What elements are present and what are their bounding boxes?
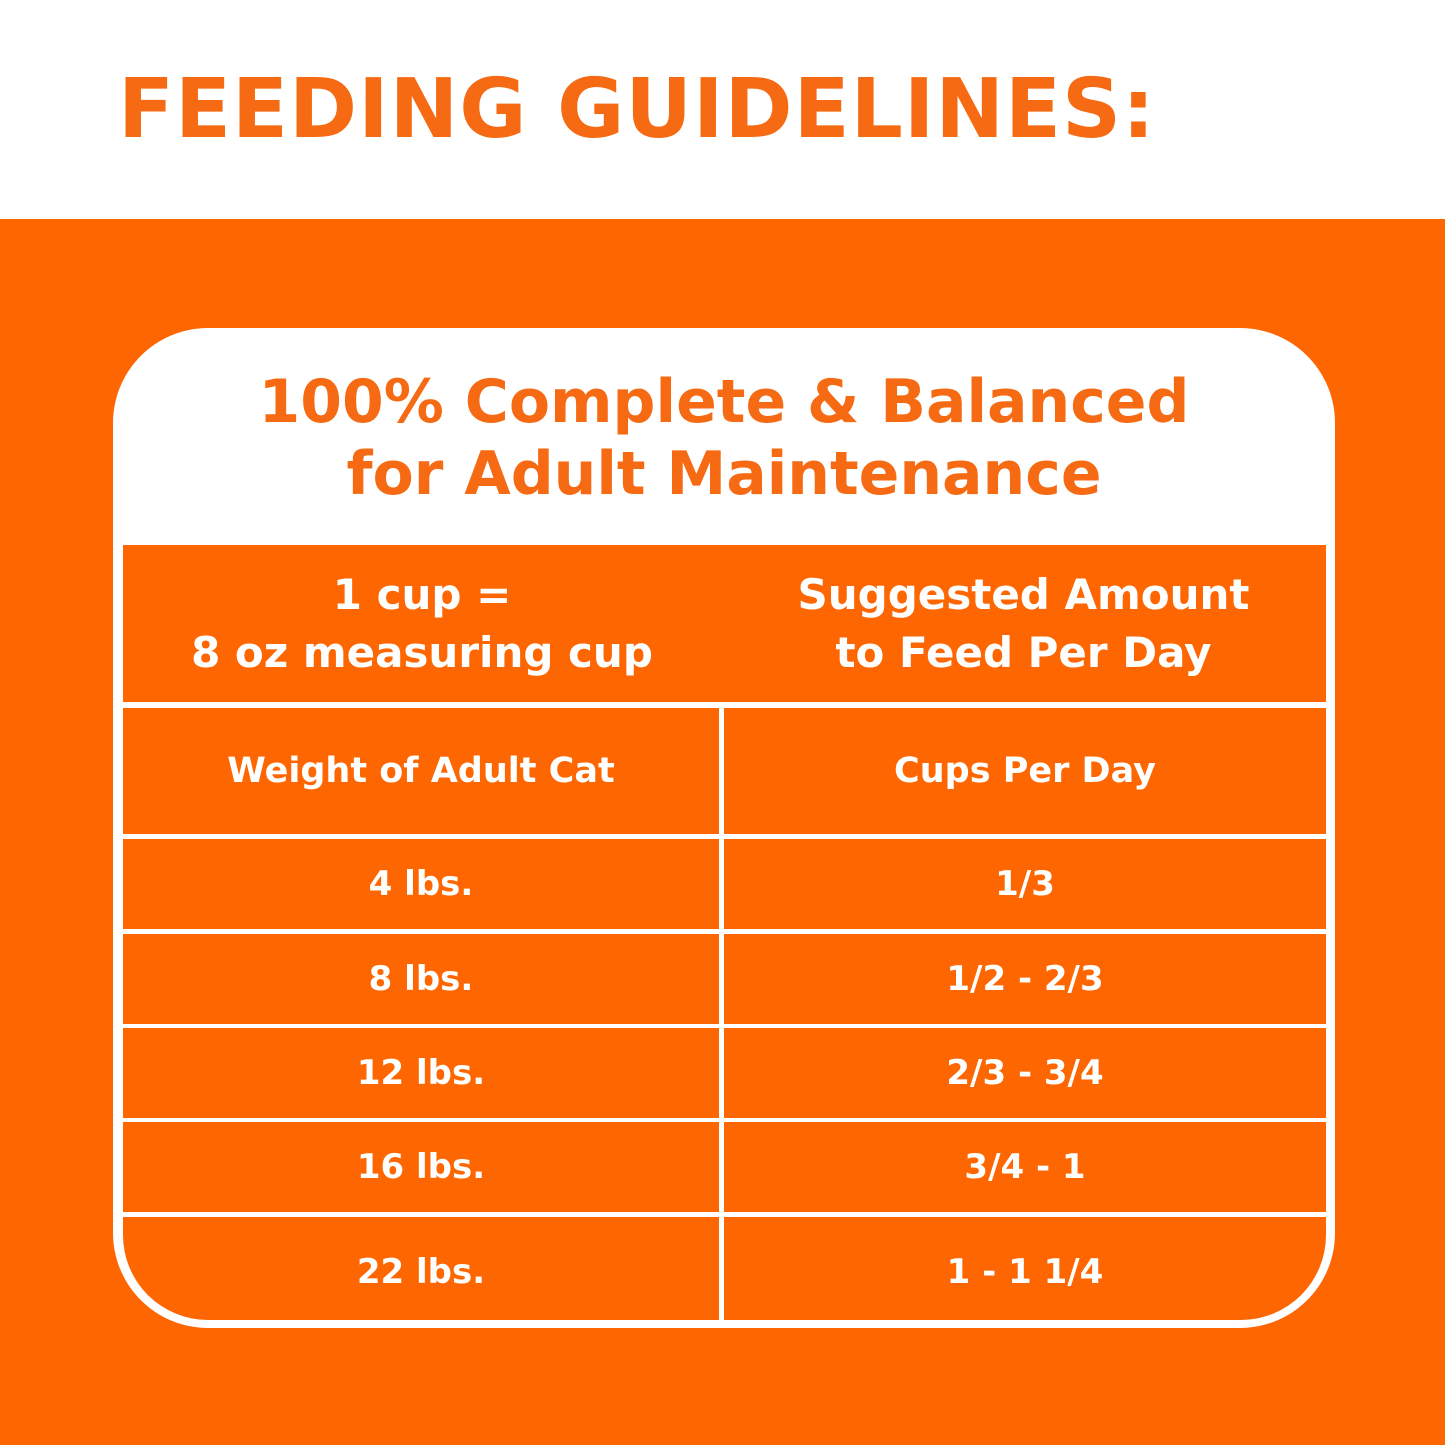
subtitle-line-2: for Adult Maintenance [346,439,1102,509]
weight-cell: 4 lbs. [123,839,719,929]
subtitle-line-1: 100% Complete & Balanced [258,367,1190,437]
header-band [0,0,1445,219]
header-left-line-2: 8 oz measuring cup [191,627,653,677]
header-left-line-1: 1 cup = [332,569,512,619]
header-suggested: Suggested Amount to Feed Per Day [721,545,1326,702]
cups-cell: 1 - 1 1/4 [724,1217,1326,1320]
weight-cell: 22 lbs. [123,1217,719,1320]
header-right-line-2: to Feed Per Day [835,627,1212,677]
cups-cell: 2/3 - 3/4 [724,1028,1326,1118]
weight-cell: 8 lbs. [123,934,719,1024]
column-header-weight: Weight of Adult Cat [123,708,719,834]
feeding-card: 100% Complete & Balanced for Adult Maint… [113,328,1335,1328]
column-header-cups: Cups Per Day [724,708,1326,834]
weight-cell: 12 lbs. [123,1028,719,1118]
feeding-table: 1 cup = 8 oz measuring cup Suggested Amo… [123,545,1326,1320]
cups-cell: 1/3 [724,839,1326,929]
cups-cell: 1/2 - 2/3 [724,934,1326,1024]
header-right-line-1: Suggested Amount [797,569,1250,619]
card-subtitle: 100% Complete & Balanced for Adult Maint… [113,366,1335,510]
page-title: FEEDING GUIDELINES: [118,62,1156,157]
header-cup-note: 1 cup = 8 oz measuring cup [123,545,721,702]
cups-cell: 3/4 - 1 [724,1122,1326,1212]
weight-cell: 16 lbs. [123,1122,719,1212]
